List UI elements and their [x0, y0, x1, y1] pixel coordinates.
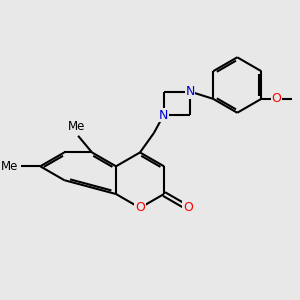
Text: O: O [183, 201, 193, 214]
Text: N: N [159, 109, 168, 122]
Text: O: O [135, 201, 145, 214]
Text: O: O [272, 92, 281, 105]
Text: N: N [185, 85, 195, 98]
Text: Me: Me [1, 160, 18, 173]
Text: Me: Me [68, 120, 85, 133]
